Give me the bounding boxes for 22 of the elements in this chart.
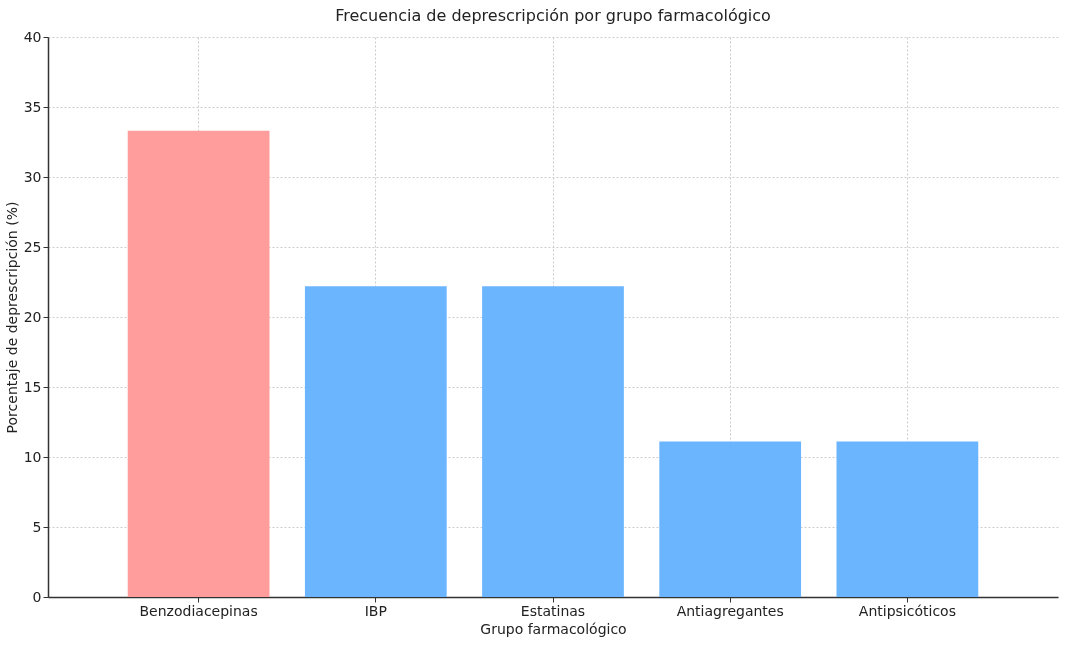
y-tick-label: 25 (23, 238, 42, 255)
y-tick-label: 40 (23, 28, 42, 45)
y-axis-title: Porcentaje de deprescripción (%) (3, 201, 20, 434)
x-tick-label: Estatinas (520, 602, 586, 619)
chart-title: Frecuencia de deprescripción por grupo farmacológico (335, 6, 771, 25)
y-tick-label: 5 (32, 518, 42, 535)
bar (482, 286, 624, 597)
x-axis-title: Grupo farmacológico (480, 620, 627, 637)
y-tick-label: 0 (32, 588, 42, 605)
x-tick-label: Antipsicóticos (858, 602, 956, 619)
y-tick-label: 30 (23, 168, 42, 185)
y-tick-label: 35 (23, 98, 42, 115)
y-tick-label: 15 (23, 378, 42, 395)
y-tick-label: 10 (23, 448, 42, 465)
y-tick-label: 20 (23, 308, 42, 325)
bar (304, 286, 447, 597)
x-tick-label: Benzodiacepinas (139, 602, 258, 619)
x-tick-label: IBP (364, 602, 387, 619)
bar (836, 441, 979, 597)
bar (659, 441, 802, 597)
bar (127, 130, 270, 597)
x-tick-label: Antiagregantes (676, 602, 784, 619)
